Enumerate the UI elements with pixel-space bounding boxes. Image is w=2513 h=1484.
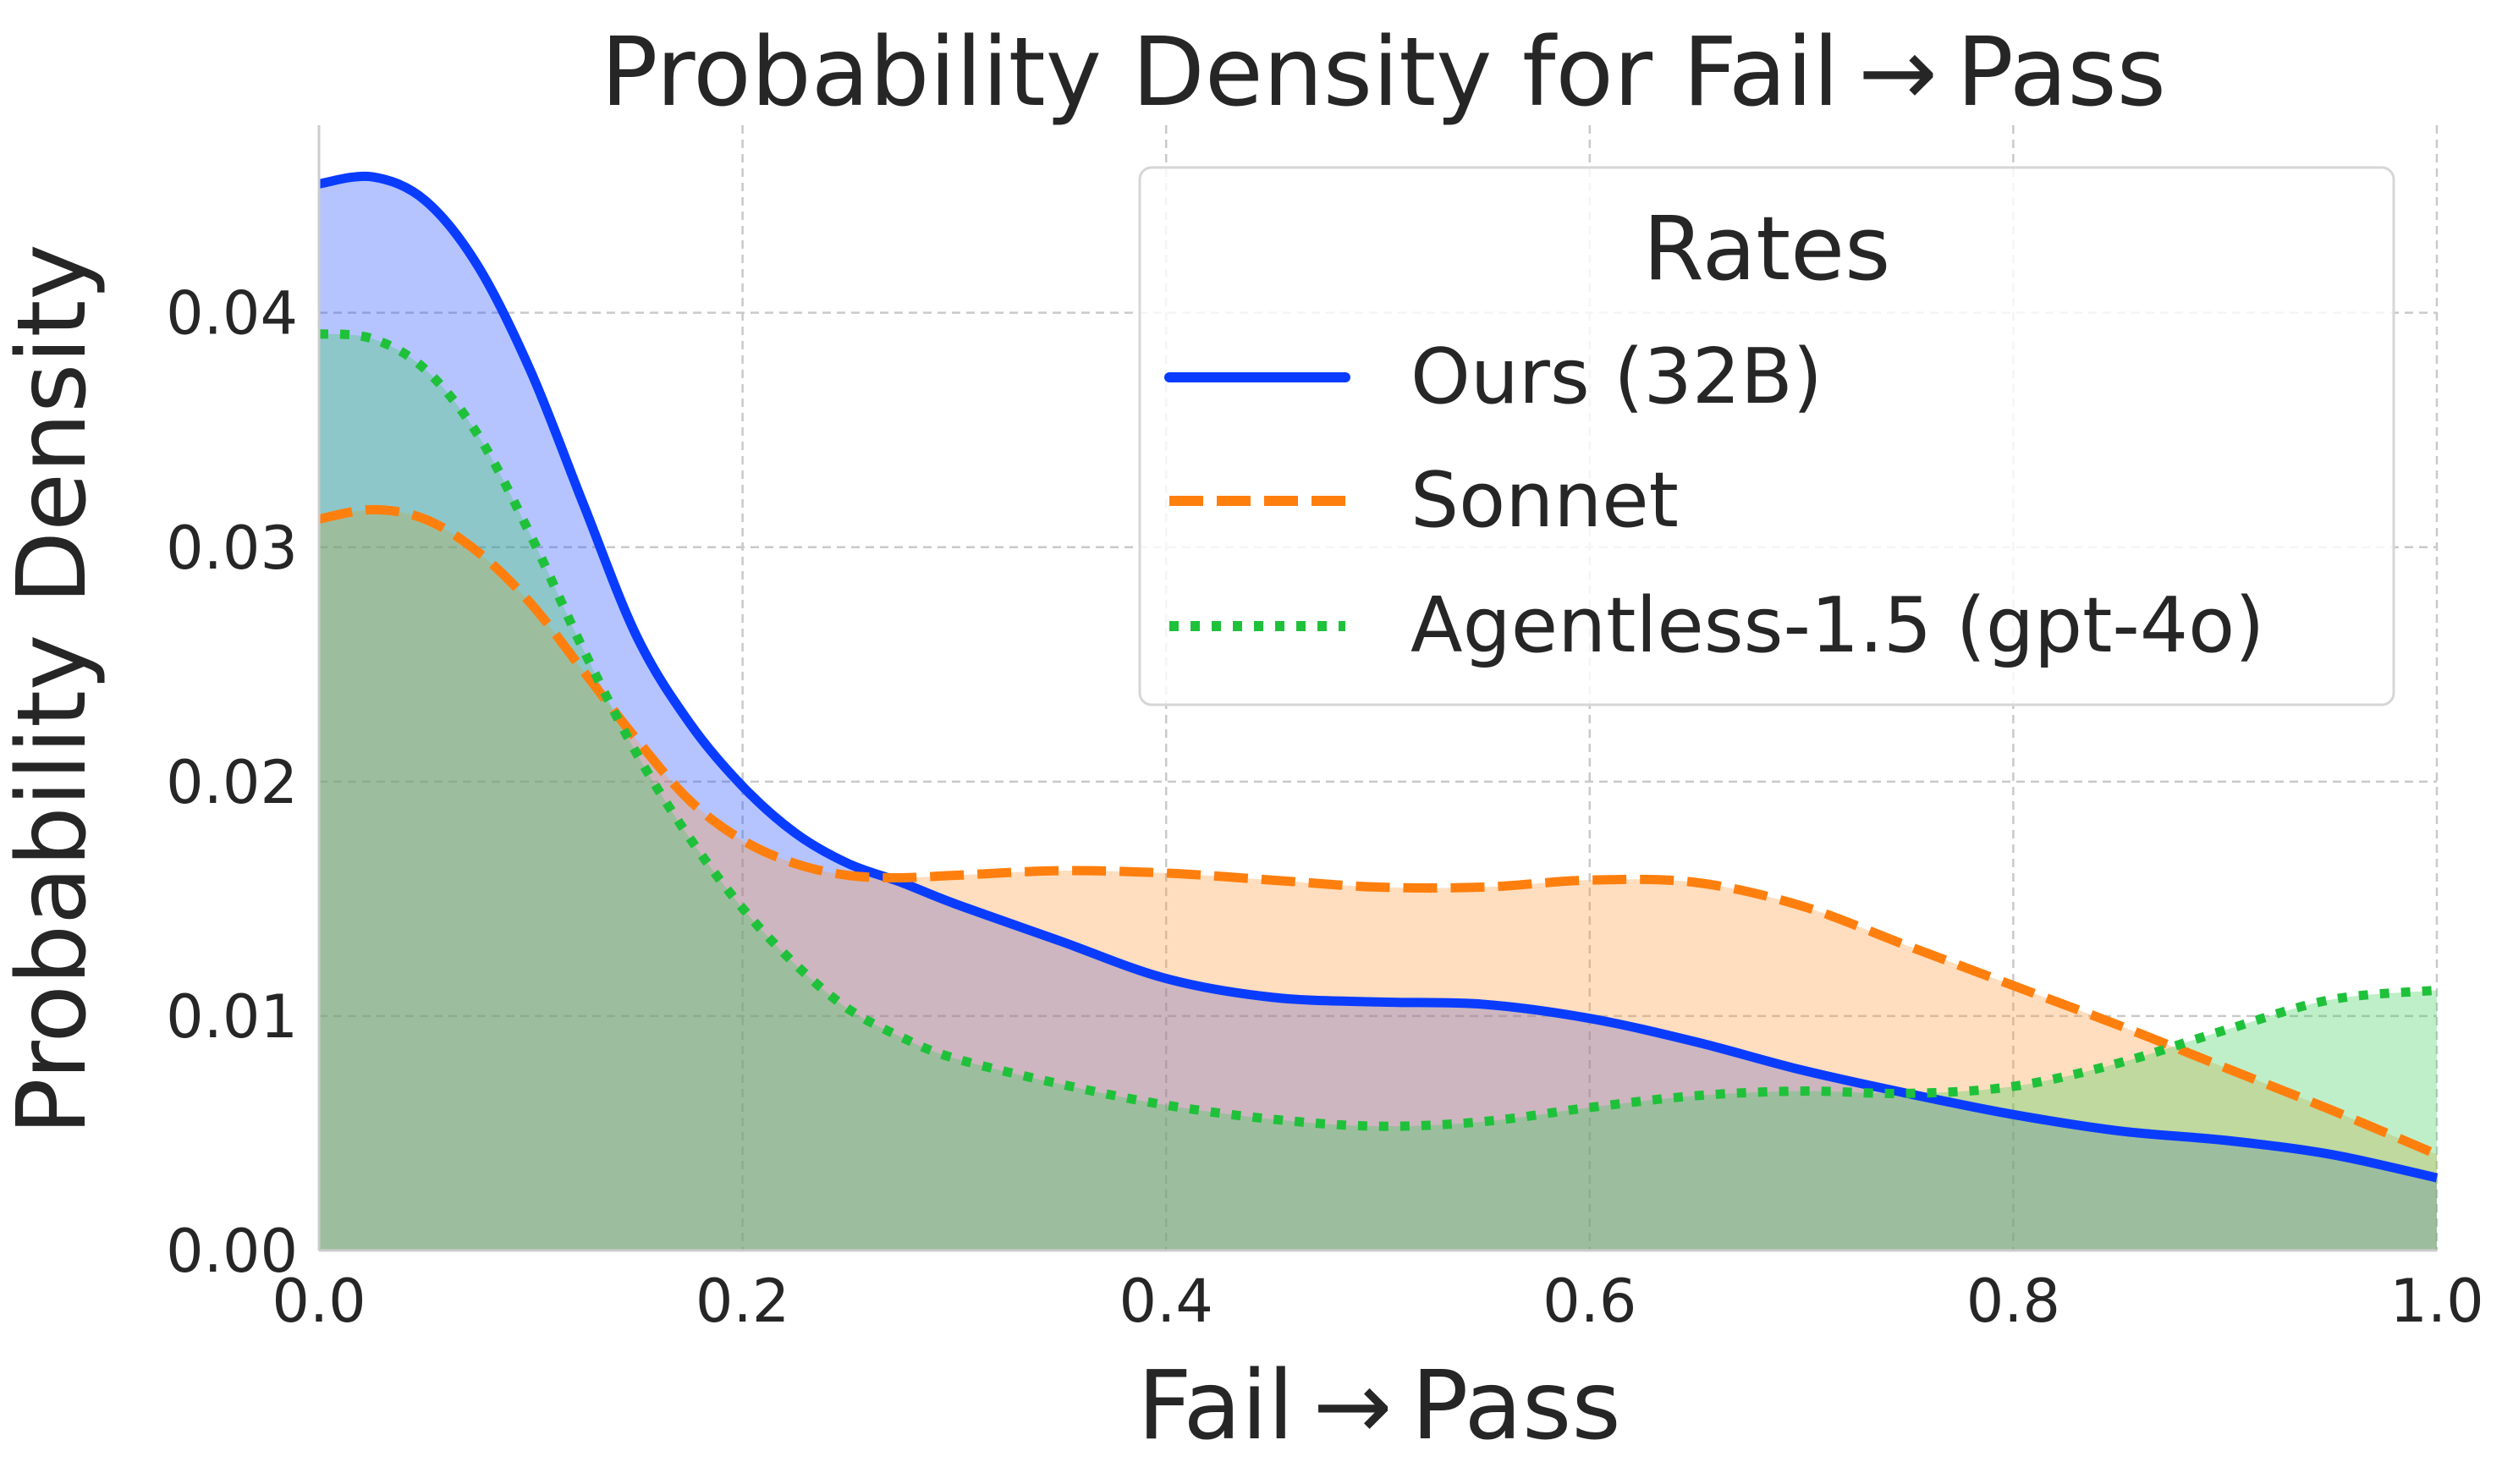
legend-title: Rates (1643, 197, 1891, 300)
y-tick-label: 0.04 (166, 279, 298, 349)
x-tick-labels: 0.0 0.2 0.4 0.6 0.8 1.0 (272, 1267, 2483, 1336)
density-area-ours (319, 176, 2437, 1251)
density-area-sonnet (319, 509, 2437, 1250)
x-tick-label: 1.0 (2389, 1267, 2483, 1336)
x-tick-label: 0.2 (696, 1267, 789, 1336)
density-fills (319, 176, 2437, 1251)
density-line-sonnet (317, 504, 2439, 1159)
x-tick-label: 0.4 (1119, 1267, 1213, 1336)
x-tick-label: 0.8 (1966, 1267, 2060, 1336)
x-tick-label: 0.6 (1542, 1267, 1636, 1336)
density-line-agentless (318, 329, 2438, 1131)
y-tick-label: 0.03 (166, 514, 298, 583)
y-tick-label: 0.00 (166, 1217, 298, 1286)
chart-title: Probability Density for Fail → Pass (601, 18, 2166, 128)
density-line-ours (318, 171, 2439, 1183)
legend: Rates Ours (32B) Sonnet Agentless-1.5 (g… (1138, 166, 2395, 706)
x-axis-label: Fail → Pass (1137, 1351, 1620, 1461)
legend-label-ours: Ours (32B) (1410, 333, 1823, 421)
y-tick-label: 0.02 (166, 748, 298, 817)
x-tick-label: 0.0 (272, 1267, 366, 1336)
y-tick-label: 0.01 (166, 982, 298, 1052)
legend-frame (1138, 166, 2395, 706)
y-tick-labels: 0.00 0.01 0.02 0.03 0.04 (166, 279, 298, 1286)
density-area-agentless (319, 333, 2437, 1251)
y-axis-label: Probability Density (0, 244, 107, 1135)
legend-label-agentless: Agentless-1.5 (gpt-4o) (1410, 581, 2264, 670)
density-curves (317, 171, 2439, 1183)
legend-label-sonnet: Sonnet (1410, 456, 1679, 545)
